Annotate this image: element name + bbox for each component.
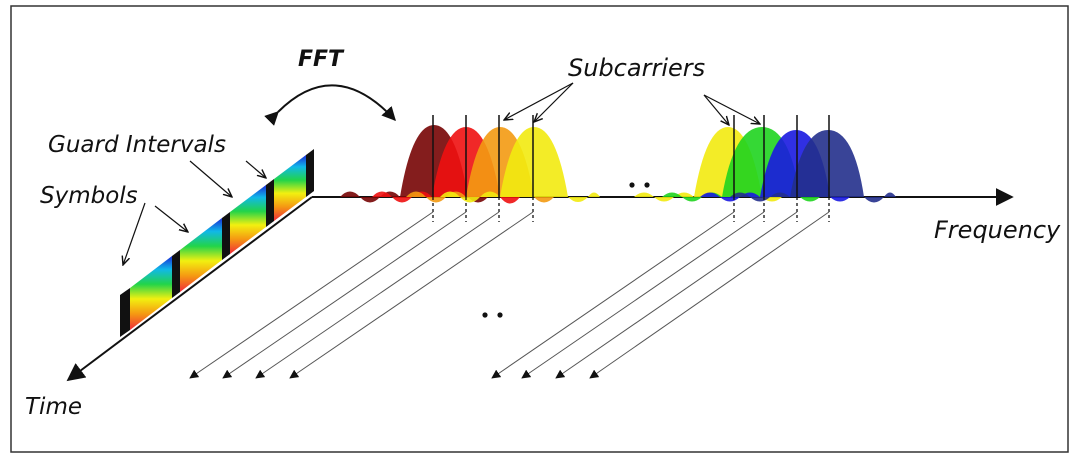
ellipsis-dots (482, 182, 650, 318)
time-axis (66, 196, 313, 382)
subcarrier-group-left (340, 125, 600, 204)
symbol-block (180, 218, 222, 292)
frequency-label: Frequency (934, 216, 1061, 244)
symbols-pointer-arrow (154, 205, 188, 232)
projection-arrows (189, 211, 830, 379)
subcarriers-pointer-arrow (534, 82, 574, 122)
fft-label: FFT (298, 47, 345, 72)
guard-interval (306, 149, 314, 197)
subcarrier-yellow (440, 127, 600, 203)
guard-interval (266, 179, 274, 227)
diagram-frame (10, 5, 1069, 453)
fft-arrow (264, 84, 396, 126)
guard-pointer-arrow (245, 160, 266, 178)
subcarriers-pointer-arrow (504, 82, 574, 120)
guard-interval (120, 288, 130, 337)
symbol-block (274, 155, 306, 221)
time-label: Time (25, 394, 82, 420)
subcarrier-group-right (634, 127, 896, 203)
subcarrier-navy (730, 130, 896, 203)
symbol-block (130, 256, 172, 330)
subcarriers-pointer-arrow (703, 94, 729, 125)
symbol-strip (120, 149, 314, 337)
guard-intervals-label: Guard Intervals (48, 132, 226, 158)
guard-pointer-arrow (189, 160, 232, 197)
symbols-label: Symbols (40, 183, 138, 209)
subcarrier-dotted-markers (432, 197, 830, 222)
subcarrier-peak-markers (432, 115, 830, 197)
symbol-block (230, 185, 266, 254)
subcarriers-label: Subcarriers (568, 54, 705, 82)
guard-interval (172, 250, 180, 298)
subcarriers-pointer-arrow (703, 94, 760, 124)
guard-interval (222, 212, 230, 260)
symbols-pointer-arrow (123, 202, 146, 265)
